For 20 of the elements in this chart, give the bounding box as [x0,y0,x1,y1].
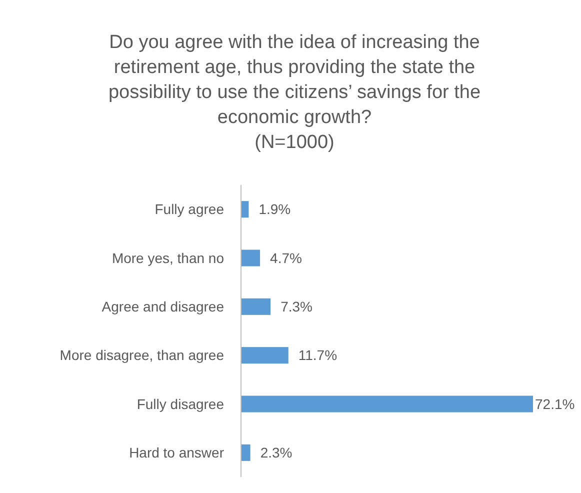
y-tick-label: More yes, than no [112,250,224,266]
y-tick-label: Agree and disagree [102,298,224,315]
bar [241,444,250,461]
bar [241,396,533,412]
y-tick-label: More disagree, than agree [60,347,224,364]
bar [241,201,249,218]
bar [241,347,288,364]
data-label: 7.3% [280,298,312,315]
y-tick-label: Fully disagree [136,396,224,412]
chart-subtitle: (N=1000) [254,132,334,153]
bar [241,250,260,266]
chart-title: Do you agree with the idea of increasing the retirement age, thus providing the state the possibility to use the citizens’ savings for the economic growth? [108,32,481,128]
data-label: 72.1% [535,396,575,412]
data-label: 1.9% [258,201,291,218]
data-label: 4.7% [270,250,302,266]
y-tick-label: Hard to answer [129,444,224,461]
y-tick-label: Fully agree [154,201,224,218]
data-label: 11.7% [298,347,338,364]
bar [241,298,271,315]
data-label: 2.3% [260,444,292,461]
